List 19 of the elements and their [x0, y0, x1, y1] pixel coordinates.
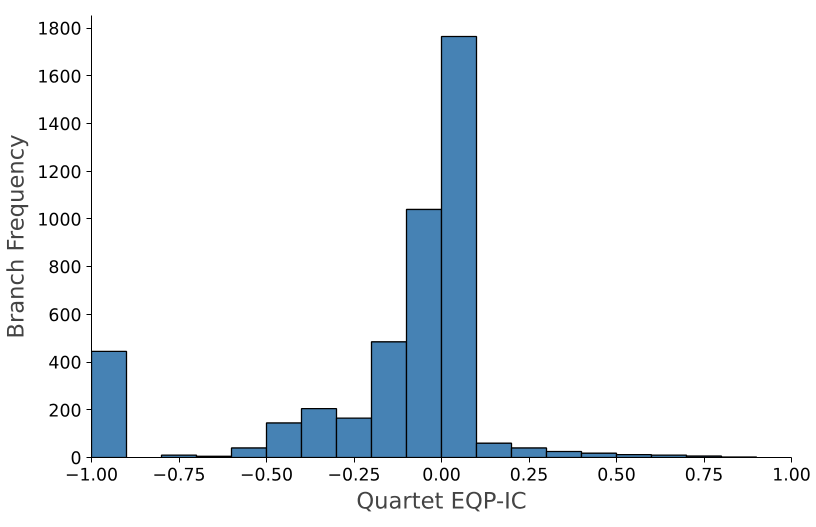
x-tick-label: −0.75: [152, 466, 206, 486]
x-tick-label: 0.75: [684, 466, 724, 486]
y-tick-label: 1200: [37, 162, 82, 183]
y-tick-label: 1000: [37, 210, 82, 230]
x-tick-label: 0.25: [510, 466, 548, 486]
x-tick-label: −0.50: [240, 466, 294, 486]
x-tick-label: 0.50: [597, 466, 636, 486]
x-tick-label: 0.00: [422, 466, 461, 486]
x-tick-label: −0.25: [327, 466, 381, 486]
x-axis-title: Quartet EQP-IC: [356, 488, 527, 514]
y-tick-label: 200: [48, 401, 82, 422]
y-tick-label: 1600: [37, 67, 82, 88]
y-tick-label: 1400: [37, 115, 82, 136]
x-tick-label: 1.00: [772, 466, 811, 486]
y-tick-label: 400: [48, 354, 82, 374]
y-tick-label: 800: [48, 258, 82, 278]
y-axis-title: Branch Frequency: [3, 134, 30, 339]
y-tick-label: 600: [48, 306, 82, 326]
y-tick-label: 1800: [37, 20, 82, 40]
